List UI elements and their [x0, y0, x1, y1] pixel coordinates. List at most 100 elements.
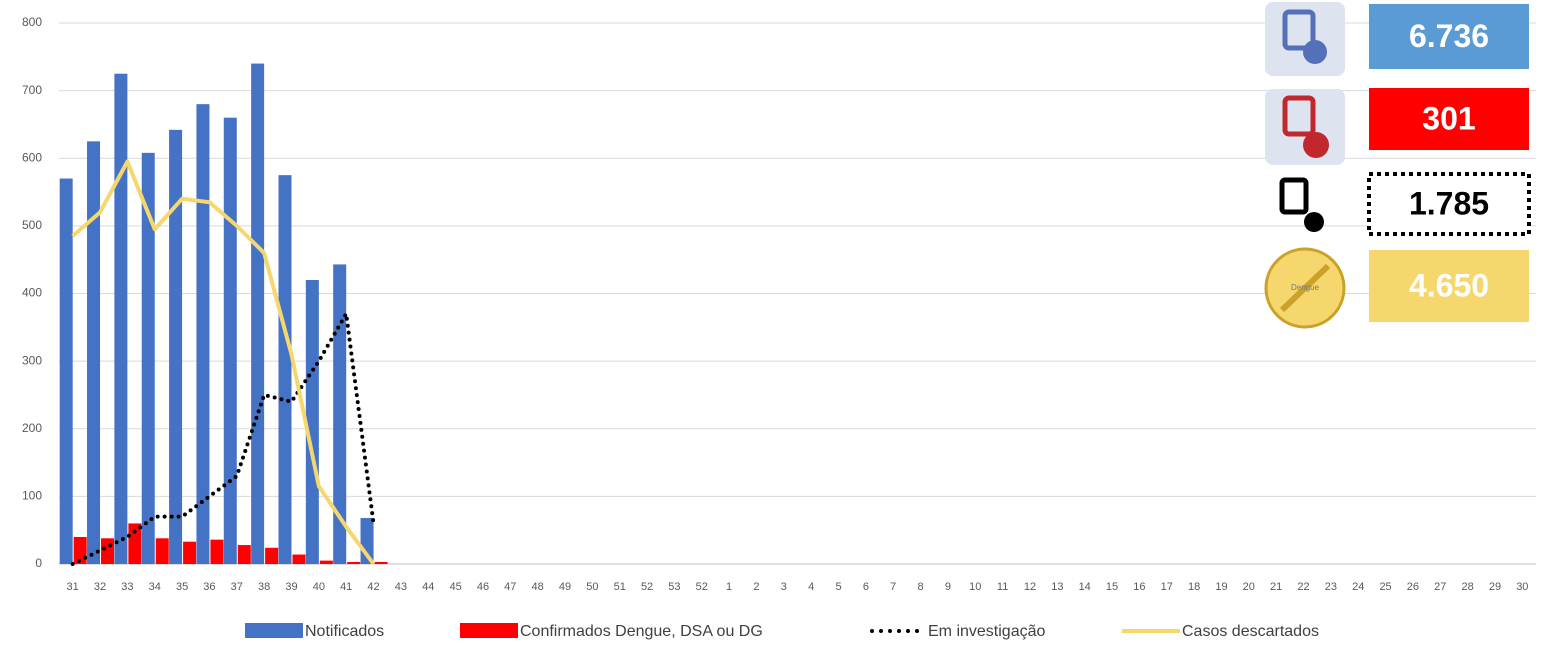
x-tick-label: 9	[945, 581, 951, 593]
x-tick-label: 28	[1461, 581, 1473, 593]
x-tick-label: 52	[696, 581, 708, 593]
x-tick-label: 24	[1352, 581, 1364, 593]
x-tick-label: 26	[1407, 581, 1419, 593]
x-tick-label: 45	[449, 581, 461, 593]
x-tick-label: 11	[997, 581, 1008, 593]
bar	[210, 539, 224, 564]
x-tick-label: 52	[641, 581, 653, 593]
kpi-value: 6.736	[1409, 18, 1489, 54]
dotted-line	[70, 311, 376, 566]
bar	[87, 141, 101, 564]
kpi-value: 301	[1422, 100, 1475, 136]
x-tick-label: 10	[969, 581, 981, 593]
bar	[155, 538, 169, 564]
bar	[292, 554, 306, 564]
x-tick-label: 50	[586, 581, 598, 593]
legend: Notificados Confirmados Dengue, DSA ou DG…	[245, 4, 1531, 640]
bar	[374, 561, 388, 564]
bar	[305, 279, 319, 564]
y-tick-label: 0	[35, 556, 42, 570]
icon-search	[1304, 212, 1324, 232]
x-tick-label: 31	[67, 581, 79, 593]
x-tick-label: 17	[1161, 581, 1173, 593]
y-tick-label: 200	[22, 421, 42, 435]
legend-label: Casos descartados	[1182, 623, 1319, 640]
bar	[114, 73, 128, 564]
x-tick-label: 40	[313, 581, 325, 593]
legend-label: Em investigação	[928, 623, 1045, 640]
x-tick-label: 47	[504, 581, 516, 593]
icon-slash	[1279, 263, 1331, 313]
icon-doc	[1279, 177, 1309, 215]
x-tick-label: 2	[753, 581, 759, 593]
icon-check	[1303, 132, 1329, 158]
x-tick-label: 5	[835, 581, 841, 593]
kpi-value: 1.785	[1409, 185, 1489, 221]
y-tick-label: 300	[22, 353, 42, 367]
x-tick-label: 6	[863, 581, 869, 593]
x-tick-label: 21	[1270, 581, 1282, 593]
icon-doc	[1282, 9, 1316, 51]
x-tick-label: 8	[918, 581, 924, 593]
x-tick-label: 38	[258, 581, 270, 593]
icon-label: Dengue	[1291, 283, 1320, 292]
bar	[251, 63, 265, 564]
legend-label: Confirmados Dengue, DSA ou DG	[520, 623, 763, 640]
kpi-value: 4.650	[1409, 267, 1489, 303]
x-tick-label: 16	[1133, 581, 1145, 593]
x-tick-label: 19	[1215, 581, 1227, 593]
x-tick-label: 41	[340, 581, 352, 593]
bar	[347, 561, 361, 564]
x-tick-label: 53	[668, 581, 680, 593]
x-tick-label: 36	[203, 581, 215, 593]
bar	[59, 178, 73, 564]
x-tick-label: 51	[614, 581, 626, 593]
legend-swatch	[460, 623, 518, 638]
x-tick-label: 32	[94, 581, 106, 593]
x-tick-label: 4	[808, 581, 814, 593]
x-tick-label: 7	[890, 581, 896, 593]
x-tick-label: 37	[231, 581, 243, 593]
kpi-box	[1369, 250, 1529, 322]
x-tick-label: 25	[1379, 581, 1391, 593]
legend-label: Notificados	[305, 623, 384, 640]
x-tick-label: 49	[559, 581, 571, 593]
x-tick-label: 48	[532, 581, 544, 593]
x-tick-label: 14	[1079, 581, 1091, 593]
x-tick-label: 20	[1243, 581, 1255, 593]
bar	[128, 523, 142, 564]
icon-pen	[1303, 40, 1327, 64]
x-tick-label: 23	[1325, 581, 1337, 593]
x-tick-label: 35	[176, 581, 188, 593]
x-tick-label: 27	[1434, 581, 1446, 593]
y-tick-label: 400	[22, 286, 42, 300]
bar	[196, 104, 210, 565]
x-tick-label: 18	[1188, 581, 1200, 593]
kpi-icons: Dengue	[1264, 2, 1346, 329]
x-tick-label: 42	[367, 581, 379, 593]
bar	[183, 541, 197, 564]
line	[71, 159, 376, 566]
bar	[319, 560, 333, 564]
x-tick-label: 44	[422, 581, 434, 593]
bar	[333, 264, 347, 564]
kpi-box	[1367, 172, 1531, 236]
bar	[223, 117, 237, 565]
x-tick-label: 30	[1516, 581, 1528, 593]
x-tick-label: 22	[1297, 581, 1309, 593]
icon-doc	[1282, 95, 1316, 137]
y-tick-label: 500	[22, 218, 42, 232]
bar	[101, 538, 115, 564]
kpi-box	[1369, 88, 1529, 150]
y-tick-label: 600	[22, 150, 42, 164]
x-tick-label: 15	[1106, 581, 1118, 593]
y-tick-label: 100	[22, 489, 42, 503]
y-tick-label: 800	[22, 15, 42, 29]
bar	[265, 547, 279, 564]
x-tick-label: 46	[477, 581, 489, 593]
kpi-box	[1369, 4, 1529, 69]
x-tick-label: 39	[285, 581, 297, 593]
